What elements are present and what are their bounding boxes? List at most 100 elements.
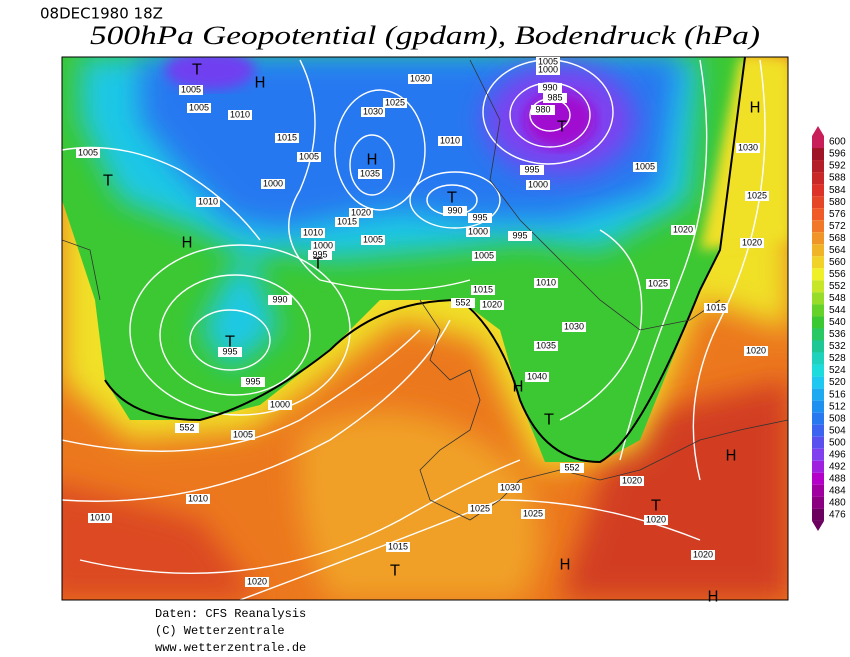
colorbar-label: 588 [829, 173, 846, 184]
isobar-label: 1010 [198, 196, 218, 206]
footer-line: Daten: CFS Reanalysis [155, 607, 306, 621]
label-box [745, 191, 769, 201]
colorbar-swatch [812, 388, 824, 401]
label-box [471, 285, 495, 295]
colorbar-label: 504 [829, 425, 846, 436]
label-box [241, 377, 265, 387]
pressure-center: H [707, 588, 718, 606]
pressure-center: H [559, 556, 570, 574]
label-box [261, 179, 285, 189]
label-box [297, 152, 321, 162]
footer-line: (C) Wetterzentrale [155, 624, 285, 638]
isobar-label: 1005 [363, 234, 383, 244]
colorbar-label: 500 [829, 437, 846, 448]
isobar-label: 1005 [299, 151, 319, 161]
isobar-label: 1015 [473, 284, 493, 294]
pressure-center: H [181, 234, 192, 252]
colorbar-label: 524 [829, 365, 846, 376]
colorbar-swatch [812, 256, 824, 269]
label-box [186, 494, 210, 504]
isobar-label: 1005 [189, 102, 209, 112]
date: 08DEC1980 18Z [40, 5, 163, 23]
colorbar-label: 484 [829, 486, 846, 497]
label-box [536, 65, 560, 75]
label-box [520, 165, 544, 175]
label-box [646, 279, 670, 289]
colorbar-swatch [812, 472, 824, 485]
isobar-label: 1025 [385, 97, 405, 107]
isobar-label: 552 [455, 297, 470, 307]
label-box [268, 295, 292, 305]
isobar-label: 1020 [247, 576, 267, 586]
colorbar-swatch [812, 304, 824, 317]
label-box [691, 550, 715, 560]
map-field [62, 57, 788, 600]
isobar-label: 1000 [270, 399, 290, 409]
isobar-label: 995 [312, 249, 327, 259]
isobar-label: 995 [222, 346, 237, 356]
colorbar-end-bottom [812, 520, 824, 531]
colorbar-label: 568 [829, 233, 846, 244]
colorbar-swatch [812, 352, 824, 365]
colorbar-label: 560 [829, 257, 846, 268]
colorbar-swatch [812, 172, 824, 185]
pressure-center: H [512, 378, 523, 396]
colorbar-label: 552 [829, 281, 846, 292]
label-box [231, 430, 255, 440]
label-box [268, 400, 292, 410]
label-box [740, 238, 764, 248]
label-box [534, 341, 558, 351]
isobar-label: 1025 [470, 503, 490, 513]
isobar-label: 1020 [482, 299, 502, 309]
label-box [76, 148, 100, 158]
label-box [308, 250, 332, 260]
isobar-label: 995 [472, 212, 487, 222]
isobar-label: 990 [272, 294, 287, 304]
label-box [480, 300, 504, 310]
map-frame [61, 56, 789, 601]
colorbar-label: 496 [829, 449, 846, 460]
isobar-label: 1000 [538, 64, 558, 74]
colorbar-swatch [812, 160, 824, 173]
label-box [386, 542, 410, 552]
isobar-label: 1020 [673, 224, 693, 234]
colorbar-swatch [812, 424, 824, 437]
colorbar-label: 528 [829, 353, 846, 364]
colorbar-label: 592 [829, 161, 846, 172]
label-box [534, 278, 558, 288]
colorbar-label: 580 [829, 197, 846, 208]
label-box [301, 228, 325, 238]
isobar-label: 1025 [747, 190, 767, 200]
colorbar-swatch [812, 364, 824, 377]
colorbar-label: 596 [829, 149, 846, 160]
colorbar-label: 584 [829, 185, 846, 196]
colorbar-swatch [812, 316, 824, 329]
colorbar-label: 480 [829, 498, 846, 509]
isobar-label: 1010 [188, 493, 208, 503]
label-box [179, 85, 203, 95]
colorbar-label: 540 [829, 317, 846, 328]
colorbar-label: 476 [829, 510, 846, 521]
colorbar-label: 536 [829, 329, 846, 340]
label-box [671, 225, 695, 235]
pressure-center: H [749, 99, 760, 117]
colorbar-swatch [812, 292, 824, 305]
colorbar-swatch [812, 460, 824, 473]
isobar-label: 1025 [523, 508, 543, 518]
label-box [620, 476, 644, 486]
label-box [175, 423, 199, 433]
label-box [704, 303, 728, 313]
isobar-label: 985 [547, 92, 562, 102]
label-box [228, 110, 252, 120]
label-box [736, 143, 760, 153]
label-box [358, 169, 382, 179]
label-box [633, 162, 657, 172]
isobar-label: 1000 [468, 226, 488, 236]
footer: Daten: CFS Reanalysis (C) Wetterzentrale w… [155, 607, 306, 655]
colorbar-swatch [812, 135, 824, 149]
colorbar-label: 488 [829, 473, 846, 484]
label-box [538, 83, 562, 93]
colorbar-label: 544 [829, 305, 846, 316]
isobar-label: 1020 [646, 514, 666, 524]
isobar-label: 1015 [388, 541, 408, 551]
